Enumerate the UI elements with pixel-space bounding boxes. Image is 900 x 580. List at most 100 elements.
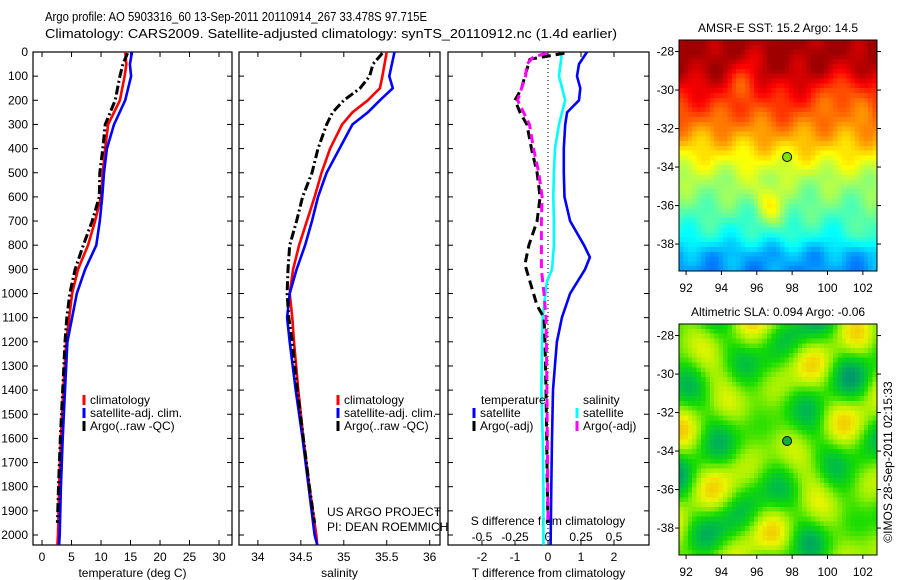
sst-map-lon-tick-label: 92 — [679, 281, 693, 295]
difference-xtick-label: 0 — [545, 550, 552, 564]
sst-map-lat-tick-label: -38 — [657, 237, 675, 251]
sst-map-frame — [678, 39, 878, 272]
difference-series-salinity-satellite — [540, 51, 567, 545]
legend-temperature-item-label: satellite — [480, 406, 521, 420]
difference-series-salinity-argo-adj — [516, 51, 550, 523]
depth-tick-label: 100 — [8, 69, 28, 83]
temperature-series-climatology — [56, 51, 128, 545]
difference-xtick-label: -1 — [510, 550, 521, 564]
s-difference-tick-label: -0.5 — [472, 530, 493, 544]
depth-tick-label: 900 — [8, 262, 28, 276]
sst-map-lon-tick-label: 98 — [785, 281, 799, 295]
salinity-xtick-label: 35.5 — [375, 550, 399, 564]
sst-map-lon-tick-label: 102 — [853, 281, 873, 295]
sla-map-image — [679, 324, 877, 555]
depth-tick-label: 1900 — [1, 504, 28, 518]
salinity-xtick-label: 35 — [337, 550, 351, 564]
legend-item-label: Argo(..raw -QC) — [90, 419, 175, 433]
depth-tick-label: 1100 — [2, 311, 28, 325]
figure-title-line1: Argo profile: AO 5903316_60 13-Sep-2011 … — [45, 9, 427, 24]
depth-tick-label: 1400 — [1, 383, 28, 397]
depth-tick-label: 700 — [8, 214, 28, 228]
salinity-series-argo-raw-qc — [285, 52, 384, 524]
s-difference-tick-label: 0.25 — [569, 530, 593, 544]
sla-map-lon-tick-label: 98 — [785, 565, 799, 579]
temperature-xtick-label: 10 — [94, 550, 108, 564]
sla-map-argo-marker — [782, 436, 793, 447]
sla-map-lat-tick-label: -36 — [657, 483, 675, 497]
depth-tick-label: 300 — [8, 117, 28, 131]
sst-map-lon-tick-label: 96 — [750, 281, 764, 295]
legend-temperature-item-label: Argo(-adj) — [480, 419, 533, 433]
sla-map-title: Altimetric SLA: 0.094 Argo: -0.06 — [691, 305, 865, 319]
sla-map-lon-tick-label: 96 — [750, 565, 764, 579]
salinity-series-climatology — [288, 51, 388, 545]
sst-map-title: AMSR-E SST: 15.2 Argo: 14.5 — [698, 21, 858, 35]
sst-map-lat-tick-label: -34 — [657, 160, 675, 174]
difference-xtick-label: -2 — [477, 550, 488, 564]
temperature-series-satellite-adj-clim — [57, 51, 134, 545]
legend-salinity-title: salinity — [583, 393, 620, 407]
legend-temperature-title: temperature — [481, 393, 546, 407]
salinity-xtick-label: 34.5 — [289, 550, 313, 564]
difference-series-temperature-argo-adj — [513, 51, 565, 523]
pi-label: PI: DEAN ROEMMICH — [327, 520, 448, 534]
depth-tick-label: 1800 — [1, 480, 28, 494]
temperature-xtick-label: 25 — [183, 550, 197, 564]
project-label: US ARGO PROJECT — [327, 505, 442, 519]
legend-salinity-item-label: Argo(-adj) — [583, 419, 636, 433]
sst-map-image — [679, 40, 877, 271]
temperature-xtick-label: 15 — [124, 550, 138, 564]
sla-map-frame — [678, 323, 878, 556]
sst-map-lon-tick-label: 94 — [715, 281, 729, 295]
salinity-xlabel: salinity — [321, 566, 358, 580]
sla-map-lat-tick-label: -30 — [657, 367, 675, 381]
sst-map-argo-marker — [782, 152, 793, 163]
depth-tick-label: 600 — [8, 190, 28, 204]
depth-tick-label: 0 — [21, 45, 28, 59]
salinity-xtick-label: 36 — [423, 550, 437, 564]
depth-tick-label: 1300 — [1, 359, 28, 373]
sla-map-lat-tick-label: -38 — [657, 521, 675, 535]
legend-salinity-item-label: satellite — [583, 406, 624, 420]
sla-map-lon-tick-label: 102 — [853, 565, 873, 579]
sla-map-lat-tick-label: -34 — [657, 444, 675, 458]
depth-tick-label: 1700 — [1, 456, 28, 470]
depth-tick-label: 2000 — [1, 528, 28, 542]
copyright-label: ©IMOS 28-Sep-2011 02:15:33 — [881, 381, 895, 543]
sst-map-lat-tick-label: -28 — [657, 45, 675, 59]
temperature-series-argo-raw-qc — [55, 52, 129, 523]
sst-map-lon-tick-label: 100 — [817, 281, 837, 295]
temperature-xtick-label: 0 — [39, 550, 46, 564]
sst-map-lat-tick-label: -32 — [657, 122, 675, 136]
sst-map-lat-tick-label: -36 — [657, 199, 675, 213]
difference-series-temperature-satellite — [549, 51, 592, 545]
depth-tick-label: 1000 — [1, 287, 28, 301]
salinity-axes-box — [238, 51, 441, 546]
temperature-axes-box — [32, 51, 233, 546]
s-difference-tick-label: -0.25 — [501, 530, 529, 544]
temperature-xtick-label: 20 — [153, 550, 167, 564]
s-difference-tick-label: 0 — [545, 530, 552, 544]
temperature-xlabel: temperature (deg C) — [78, 566, 186, 580]
depth-tick-label: 400 — [8, 142, 28, 156]
salinity-xtick-label: 34 — [251, 550, 265, 564]
legend-item-label: satellite-adj. clim. — [344, 406, 436, 420]
legend-item-label: satellite-adj. clim. — [90, 406, 182, 420]
difference-xtick-label: 2 — [611, 550, 618, 564]
depth-tick-label: 200 — [8, 93, 28, 107]
sla-map-lon-tick-label: 94 — [715, 565, 729, 579]
depth-tick-label: 1500 — [1, 407, 28, 421]
sst-map-lat-tick-label: -30 — [657, 83, 675, 97]
sla-map-lat-tick-label: -32 — [657, 406, 675, 420]
temperature-xtick-label: 5 — [68, 550, 75, 564]
sla-map-lat-tick-label: -28 — [657, 329, 675, 343]
figure-title-line2: Climatology: CARS2009. Satellite-adjuste… — [45, 26, 617, 41]
s-difference-tick-label: 0.5 — [606, 530, 623, 544]
depth-tick-label: 1200 — [1, 335, 28, 349]
difference-xtick-label: 1 — [578, 550, 585, 564]
legend-item-label: climatology — [90, 393, 150, 407]
legend-item-label: Argo(..raw -QC) — [344, 419, 429, 433]
